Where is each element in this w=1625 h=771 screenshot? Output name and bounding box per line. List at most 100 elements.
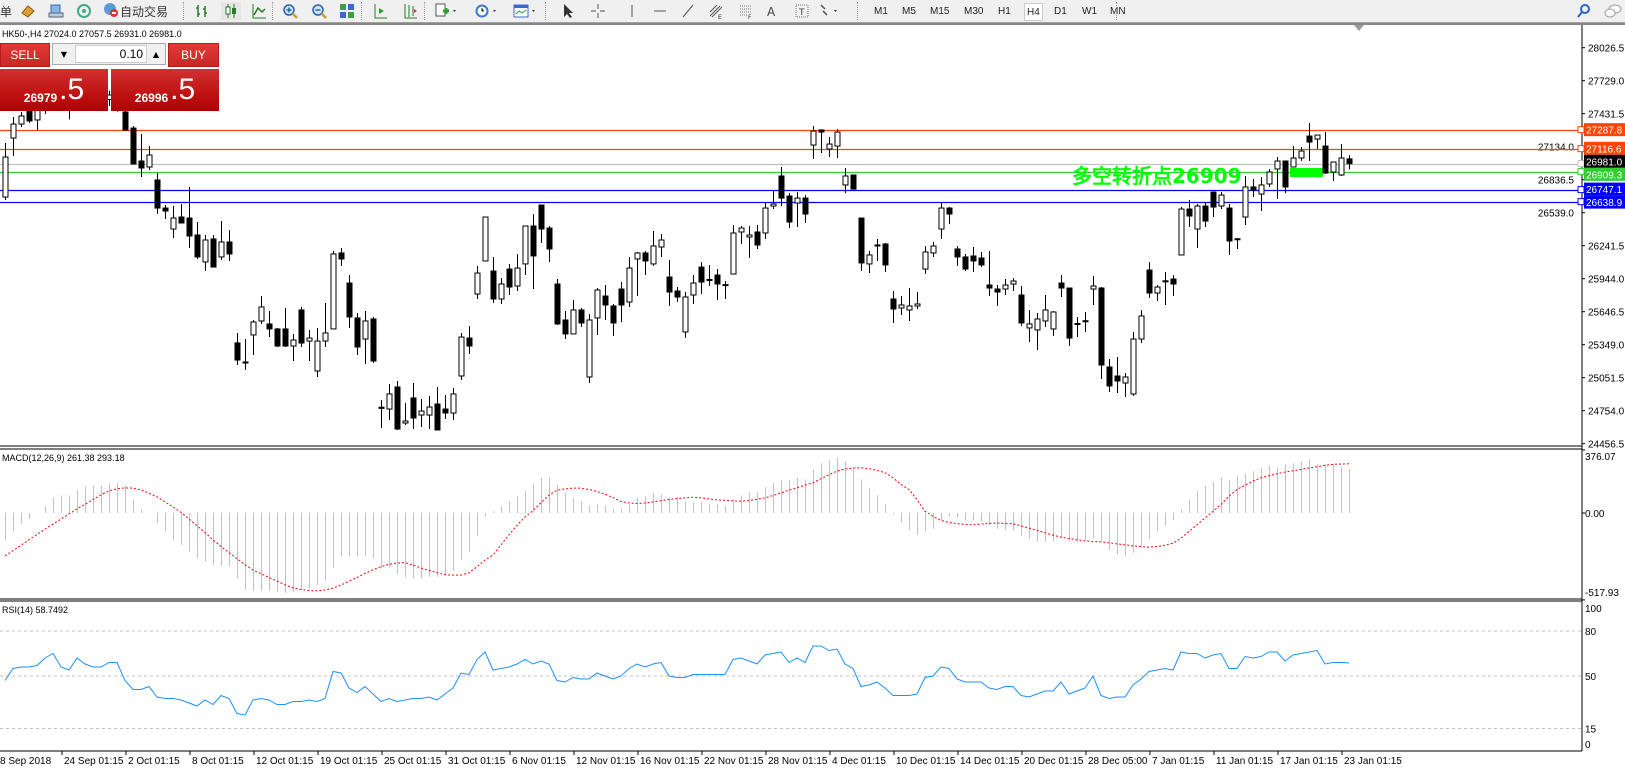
price-tick-label: 27134.0: [1538, 143, 1575, 154]
level-handle-icon[interactable]: [1577, 160, 1585, 168]
auto-trading-icon: [102, 2, 120, 21]
bullish-candle: [1178, 208, 1185, 256]
time-tick-label: 14 Dec 01:15: [960, 756, 1020, 767]
text-label-icon[interactable]: T: [792, 2, 812, 20]
timeframe-h4[interactable]: H4: [1024, 3, 1043, 21]
timeframe-m15[interactable]: M15: [930, 5, 950, 17]
buy-price-box[interactable]: 26996 .5: [111, 69, 219, 111]
time-tick-label: 28 Nov 01:15: [768, 756, 828, 767]
svg-text:E: E: [718, 14, 722, 19]
volume-input[interactable]: [75, 45, 147, 63]
bearish-candle: [1210, 191, 1217, 208]
sell-price-main: 26979: [23, 91, 58, 105]
chart-shift-marker-icon[interactable]: [1354, 25, 1364, 31]
macd-tick-label: 376.07: [1585, 452, 1616, 463]
bullish-candle: [1338, 157, 1345, 176]
volume-stepper[interactable]: ▼ ▲: [52, 43, 166, 65]
tile-windows-icon[interactable]: [337, 2, 357, 20]
bullish-candle: [418, 410, 425, 416]
rsi-tick-label: 80: [1585, 627, 1597, 638]
bearish-candle: [410, 397, 417, 419]
sell-price-box[interactable]: 26979 .5: [0, 69, 108, 111]
bearish-candle: [282, 328, 289, 347]
bullish-candle: [594, 289, 601, 319]
cursor-icon[interactable]: [558, 2, 578, 20]
buy-button[interactable]: BUY: [168, 43, 219, 67]
bullish-candle: [1026, 323, 1033, 329]
bullish-candle: [218, 241, 225, 258]
time-tick-label: 16 Nov 01:15: [640, 756, 700, 767]
macd-tick-label: -517.93: [1585, 588, 1619, 599]
timeframe-mn[interactable]: MN: [1110, 5, 1126, 17]
timeframe-w1[interactable]: W1: [1082, 5, 1097, 17]
bearish-candle: [858, 217, 865, 264]
bearish-candle: [962, 256, 969, 270]
arrows-icon[interactable]: [816, 2, 844, 20]
market-watch-icon[interactable]: [18, 2, 38, 20]
auto-trading-button[interactable]: 自动交易: [102, 2, 176, 20]
price-tick-label: 25646.5: [1588, 308, 1625, 319]
bearish-candle: [298, 309, 305, 344]
fibonacci-icon[interactable]: E: [706, 2, 726, 20]
timeframe-h1[interactable]: H1: [998, 5, 1011, 17]
vertical-line-icon[interactable]: [622, 2, 642, 20]
timeframe-m30[interactable]: M30: [964, 5, 984, 17]
candlestick-icon[interactable]: [221, 2, 241, 20]
auto-scroll-icon[interactable]: [370, 2, 390, 20]
time-tick-label: 17 Jan 01:15: [1280, 756, 1338, 767]
templates-icon[interactable]: [512, 2, 540, 20]
bearish-candle: [242, 361, 249, 364]
zoom-in-icon[interactable]: [280, 2, 300, 20]
periods-icon[interactable]: [473, 2, 501, 20]
bearish-candle: [714, 274, 721, 285]
level-handle-icon[interactable]: [1577, 126, 1585, 134]
terminal-signal-icon[interactable]: [74, 2, 94, 20]
level-handle-icon[interactable]: [1577, 186, 1585, 194]
level-handle-icon[interactable]: [1577, 145, 1585, 153]
chat-icon[interactable]: [1603, 2, 1623, 20]
price-tick-label: 27431.5: [1588, 110, 1625, 121]
fibo-fan-icon[interactable]: F: [736, 2, 756, 20]
bullish-candle: [1090, 285, 1097, 290]
bullish-candle: [1242, 186, 1249, 218]
level-handle-icon[interactable]: [1577, 168, 1585, 176]
timeframe-d1[interactable]: D1: [1054, 5, 1067, 17]
level-price-label: 27287.8: [1586, 126, 1623, 137]
sell-button[interactable]: SELL: [0, 43, 50, 67]
bullish-candle: [1130, 338, 1137, 395]
line-chart-icon[interactable]: [249, 2, 269, 20]
text-icon[interactable]: A: [762, 2, 782, 20]
search-icon[interactable]: [1574, 2, 1594, 20]
bearish-candle: [802, 197, 809, 215]
bullish-candle: [1330, 161, 1337, 173]
bearish-candle: [466, 337, 473, 347]
one-click-trading-panel: SELL ▼ ▲ BUY 26979 .5 26996 .5: [0, 43, 219, 111]
bullish-candle: [866, 254, 873, 265]
horizontal-line-icon[interactable]: [650, 2, 670, 20]
level-handle-icon[interactable]: [1577, 198, 1585, 206]
bar-chart-icon[interactable]: [192, 2, 212, 20]
trendline-icon[interactable]: [678, 2, 698, 20]
timeframe-m5[interactable]: M5: [902, 5, 916, 17]
bullish-candle: [2, 156, 9, 198]
volume-decrease-icon[interactable]: ▼: [60, 49, 68, 59]
chart-shift-icon[interactable]: [400, 2, 420, 20]
crosshair-icon[interactable]: [588, 2, 608, 20]
zoom-out-icon[interactable]: [309, 2, 329, 20]
volume-increase-icon[interactable]: ▲: [152, 49, 160, 59]
bullish-candle: [1002, 284, 1009, 290]
bearish-candle: [1346, 158, 1353, 165]
timeframe-m1[interactable]: M1: [874, 5, 888, 17]
time-tick-label: 12 Nov 01:15: [576, 756, 636, 767]
navigator-icon[interactable]: [46, 2, 66, 20]
bearish-candle: [1058, 282, 1065, 289]
bullish-candle: [1298, 150, 1305, 159]
bullish-candle: [330, 253, 337, 330]
indicators-icon[interactable]: [433, 2, 461, 20]
bullish-candle: [250, 321, 257, 336]
toolbar-separator: [545, 2, 547, 20]
bearish-candle: [1322, 145, 1329, 174]
bearish-candle: [954, 248, 961, 258]
menu-partial-text[interactable]: 单: [0, 4, 13, 19]
